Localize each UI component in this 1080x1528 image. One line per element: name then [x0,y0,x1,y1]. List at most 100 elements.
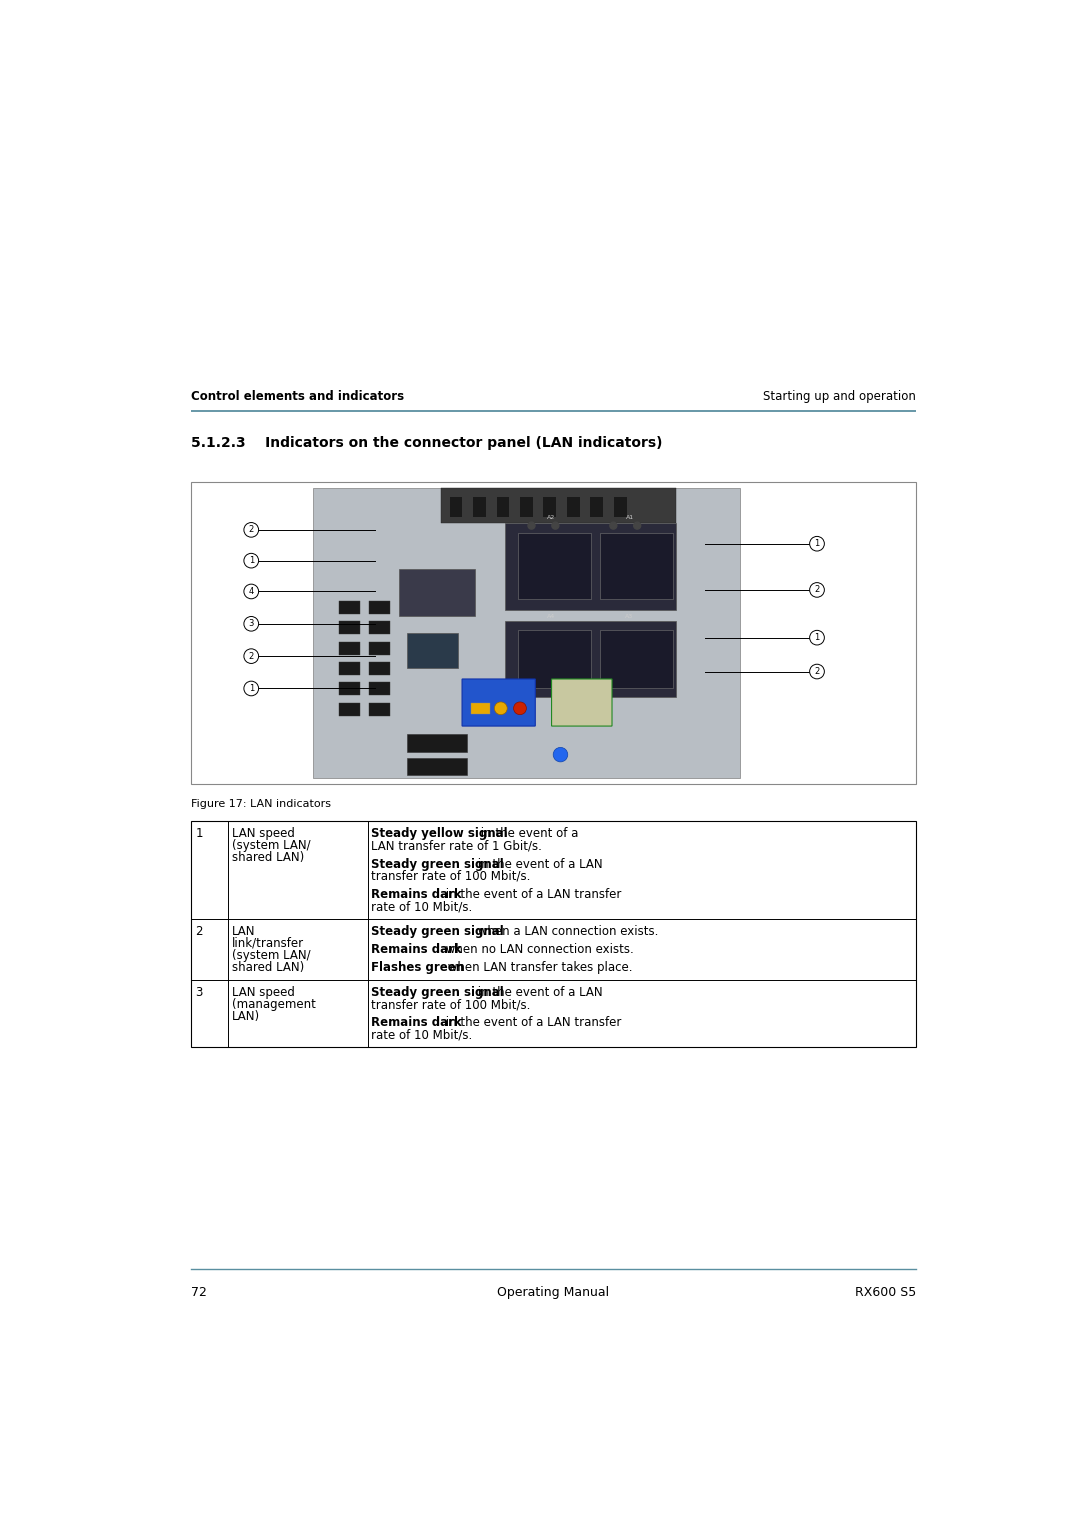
Circle shape [810,582,824,597]
Text: A4: A4 [546,614,555,619]
Text: Steady green signal: Steady green signal [372,924,504,938]
Circle shape [514,701,526,715]
Text: when LAN transfer takes place.: when LAN transfer takes place. [444,961,632,975]
Text: link/transfer: link/transfer [232,937,303,950]
Text: 1: 1 [248,556,254,565]
Text: in the event of a LAN transfer: in the event of a LAN transfer [442,1016,621,1030]
Text: 2: 2 [248,526,254,535]
Text: (system LAN/: (system LAN/ [232,839,311,853]
Text: shared LAN): shared LAN) [232,851,305,865]
Bar [517,631,591,688]
Text: 2: 2 [248,651,254,660]
FancyBboxPatch shape [552,678,612,726]
Bar [599,631,673,688]
Circle shape [552,523,558,529]
Circle shape [810,536,824,552]
Text: when no LAN connection exists.: when no LAN connection exists. [442,943,634,957]
Text: Remains dark: Remains dark [372,1016,462,1030]
Bar [567,497,580,518]
Text: transfer rate of 100 Mbit/s.: transfer rate of 100 Mbit/s. [372,998,530,1012]
Bar [368,601,390,614]
Bar [591,497,603,518]
Bar [519,497,532,518]
Bar [441,489,676,523]
Circle shape [244,584,258,599]
Text: 2: 2 [814,668,820,675]
Text: 2: 2 [814,585,820,594]
Circle shape [810,665,824,678]
Bar [191,821,916,1047]
Text: 1: 1 [814,539,820,549]
Circle shape [634,523,640,529]
Text: Figure 17: LAN indicators: Figure 17: LAN indicators [191,799,330,810]
Text: 1: 1 [814,633,820,642]
Text: RX600 S5: RX600 S5 [855,1287,916,1299]
Text: Steady green signal: Steady green signal [372,986,504,999]
Bar [449,497,462,518]
Bar [339,642,360,656]
Bar [407,735,467,752]
Bar [339,601,360,614]
Bar [613,497,626,518]
Circle shape [495,701,508,715]
Text: A3: A3 [625,614,634,619]
Circle shape [244,649,258,663]
Text: 1: 1 [195,827,203,840]
Text: LAN: LAN [232,924,255,938]
Bar [407,758,467,775]
Bar [339,662,360,675]
Text: (management: (management [232,998,315,1012]
Text: 5.1.2.3    Indicators on the connector panel (LAN indicators): 5.1.2.3 Indicators on the connector pane… [191,435,662,449]
Bar [517,533,591,599]
Text: LAN speed: LAN speed [232,827,295,840]
Text: in the event of a LAN transfer: in the event of a LAN transfer [442,888,621,902]
Bar [497,497,510,518]
Bar [471,703,490,714]
Bar [505,523,676,610]
FancyBboxPatch shape [462,678,536,726]
Bar [543,497,556,518]
Text: rate of 10 Mbit/s.: rate of 10 Mbit/s. [372,1028,473,1042]
Bar [313,489,740,778]
Text: A2: A2 [546,515,555,520]
Circle shape [244,616,258,631]
Bar [368,703,390,715]
Text: LAN speed: LAN speed [232,986,295,999]
Text: transfer rate of 100 Mbit/s.: transfer rate of 100 Mbit/s. [372,869,530,883]
Text: 3: 3 [195,986,203,999]
Text: 1: 1 [248,685,254,694]
Bar [473,497,486,518]
Circle shape [244,681,258,695]
Circle shape [528,523,535,529]
Circle shape [244,553,258,568]
Text: in the event of a LAN: in the event of a LAN [474,986,603,999]
Text: Flashes green: Flashes green [372,961,464,975]
Bar [339,683,360,695]
Bar [599,533,673,599]
Bar [505,622,676,697]
Text: 72: 72 [191,1287,206,1299]
Bar [407,633,458,668]
Circle shape [610,523,617,529]
Text: 3: 3 [248,619,254,628]
Text: Steady yellow signal: Steady yellow signal [372,827,508,840]
Bar [339,703,360,715]
Bar [399,570,475,616]
Circle shape [810,631,824,645]
Text: in the event of a LAN: in the event of a LAN [474,857,603,871]
Text: in the event of a: in the event of a [477,827,579,840]
Text: LAN): LAN) [232,1010,260,1024]
Text: 4: 4 [248,587,254,596]
Text: 2: 2 [195,924,203,938]
Circle shape [244,523,258,538]
Text: Operating Manual: Operating Manual [498,1287,609,1299]
Text: rate of 10 Mbit/s.: rate of 10 Mbit/s. [372,900,473,914]
Circle shape [553,747,568,762]
Bar [368,683,390,695]
Bar [191,483,916,784]
Bar [368,662,390,675]
Text: Remains dark: Remains dark [372,888,462,902]
Text: when a LAN connection exists.: when a LAN connection exists. [474,924,659,938]
Text: shared LAN): shared LAN) [232,961,305,975]
Text: (system LAN/: (system LAN/ [232,949,311,963]
